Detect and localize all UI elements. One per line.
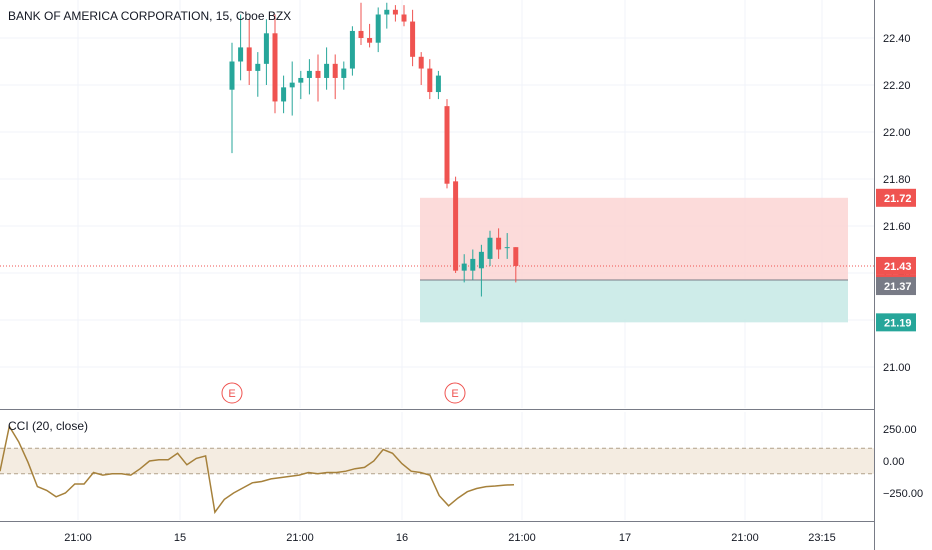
candle-body (255, 63, 261, 71)
candle-body (444, 106, 450, 184)
candle-body (427, 68, 433, 93)
candle-body (315, 70, 321, 78)
y-tick-label: 21.60 (883, 221, 911, 233)
candle-body (461, 263, 467, 271)
price-label-box (876, 188, 916, 207)
chart-title: BANK OF AMERICA CORPORATION, 15, Cboe BZ… (8, 9, 291, 23)
x-tick-label: 21:00 (64, 532, 92, 544)
candle-body (470, 258, 476, 271)
candle-body (384, 9, 390, 15)
candle-body (496, 237, 502, 250)
y-tick-label: 22.00 (883, 127, 911, 139)
candle-body (367, 38, 373, 43)
candle-body (349, 30, 355, 69)
earnings-marker-icon (444, 382, 466, 404)
candle-body (272, 33, 278, 102)
cci-indicator-label[interactable]: CCI (20, close) (8, 419, 88, 433)
candle-body (238, 47, 244, 62)
candle-body (332, 63, 338, 78)
candle-body (418, 56, 424, 69)
cci-band (0, 448, 874, 474)
candle-body (453, 181, 459, 271)
cci-y-tick-label: 0.00 (883, 456, 904, 468)
x-tick-label: 15 (174, 532, 186, 544)
candle-body (263, 33, 269, 64)
cci-pane-grid (0, 412, 874, 520)
candle-body (306, 70, 312, 78)
candlestick-series (229, 2, 519, 297)
candle-body (504, 247, 510, 249)
candle-body (298, 77, 304, 83)
x-tick-label: 16 (396, 532, 408, 544)
x-tick-label: 23:15 (808, 532, 836, 544)
x-tick-label: 17 (619, 532, 631, 544)
earnings-marker-letter: E (451, 388, 458, 400)
price-label: 21.37 (884, 281, 912, 293)
price-label-box (876, 313, 916, 332)
x-tick-label: 21:00 (286, 532, 314, 544)
position-tool[interactable] (0, 197, 874, 323)
candle-body (513, 247, 519, 266)
candle-body (392, 9, 398, 15)
x-tick-label: 21:00 (731, 532, 759, 544)
price-label: 21.43 (884, 261, 912, 273)
cci-indicator (0, 424, 515, 515)
take-profit-zone (420, 280, 848, 323)
cci-y-tick-label: −250.00 (883, 488, 923, 500)
stop-loss-zone (420, 197, 848, 281)
candle-body (478, 251, 484, 269)
candle-body (401, 14, 407, 22)
price-label-box (876, 277, 916, 296)
candle-body (487, 237, 493, 259)
x-tick-label: 21:00 (508, 532, 536, 544)
candle-body (324, 63, 330, 78)
candle-body (246, 47, 252, 71)
price-label-box (876, 256, 916, 275)
candle-body (281, 87, 287, 102)
candle-body (375, 14, 381, 43)
price-label: 21.72 (884, 193, 912, 205)
y-tick-label: 21.80 (883, 174, 911, 186)
earnings-marker-letter: E (228, 388, 235, 400)
earnings-marker-icon (221, 382, 243, 404)
candle-body (341, 68, 347, 78)
y-tick-label: 21.00 (883, 362, 911, 374)
candle-body (358, 30, 364, 38)
cci-y-tick-label: 250.00 (883, 424, 917, 436)
price-label: 21.19 (884, 317, 912, 329)
cci-line (0, 424, 515, 515)
candle-body (229, 61, 235, 90)
candle-body (289, 82, 295, 88)
candle-body (435, 75, 441, 93)
candle-body (410, 21, 416, 57)
y-tick-label: 22.40 (883, 33, 911, 45)
y-tick-label: 22.20 (883, 80, 911, 92)
